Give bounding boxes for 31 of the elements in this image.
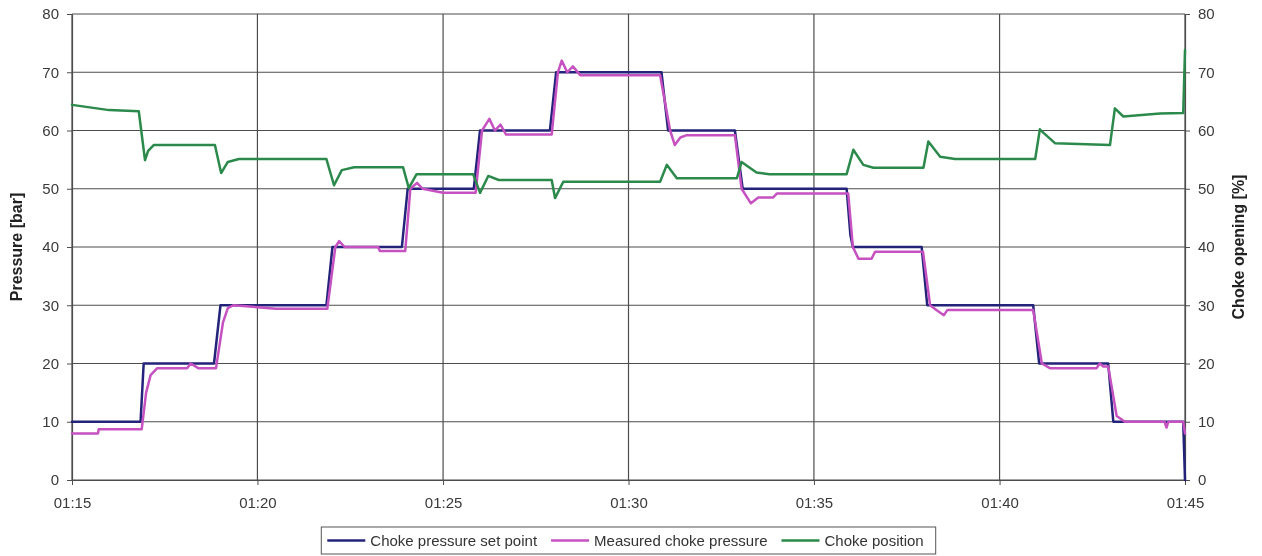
x-tick-label: 01:15 — [53, 493, 92, 511]
y-tick-label: 50 — [42, 180, 59, 198]
y2-axis-title: Choke opening [%] — [1230, 174, 1247, 320]
legend-label: Choke position — [824, 531, 924, 549]
legend-label: Measured choke pressure — [594, 531, 768, 549]
y2-tick-label: 80 — [1198, 5, 1215, 23]
y2-tick-label: 60 — [1198, 121, 1215, 139]
y2-tick-label: 70 — [1198, 63, 1215, 81]
y-tick-label: 60 — [42, 121, 59, 139]
legend-label: Choke pressure set point — [370, 531, 538, 549]
y2-tick-label: 20 — [1198, 354, 1215, 372]
y2-tick-label: 40 — [1198, 238, 1215, 256]
x-tick-label: 01:35 — [795, 493, 834, 511]
x-tick-label: 01:30 — [610, 493, 648, 511]
y-tick-label: 70 — [42, 63, 59, 81]
x-tick-label: 01:25 — [424, 493, 463, 511]
line-series — [70, 48, 1187, 200]
y2-tick-label: 30 — [1198, 296, 1215, 314]
y-tick-label: 0 — [50, 471, 59, 489]
y-tick-label: 10 — [42, 413, 59, 431]
x-tick-label: 01:45 — [1166, 493, 1205, 511]
x-tick-label: 01:40 — [981, 493, 1019, 511]
y-tick-label: 80 — [42, 5, 59, 23]
y-tick-label: 20 — [42, 354, 59, 372]
y2-tick-label: 0 — [1198, 471, 1207, 489]
y-tick-label: 30 — [42, 296, 59, 314]
x-tick-label: 01:20 — [239, 493, 277, 511]
y-tick-label: 40 — [42, 238, 59, 256]
y-axis-title: Pressure [bar] — [8, 192, 25, 302]
y2-tick-label: 50 — [1198, 180, 1215, 198]
y2-tick-label: 10 — [1198, 413, 1215, 431]
